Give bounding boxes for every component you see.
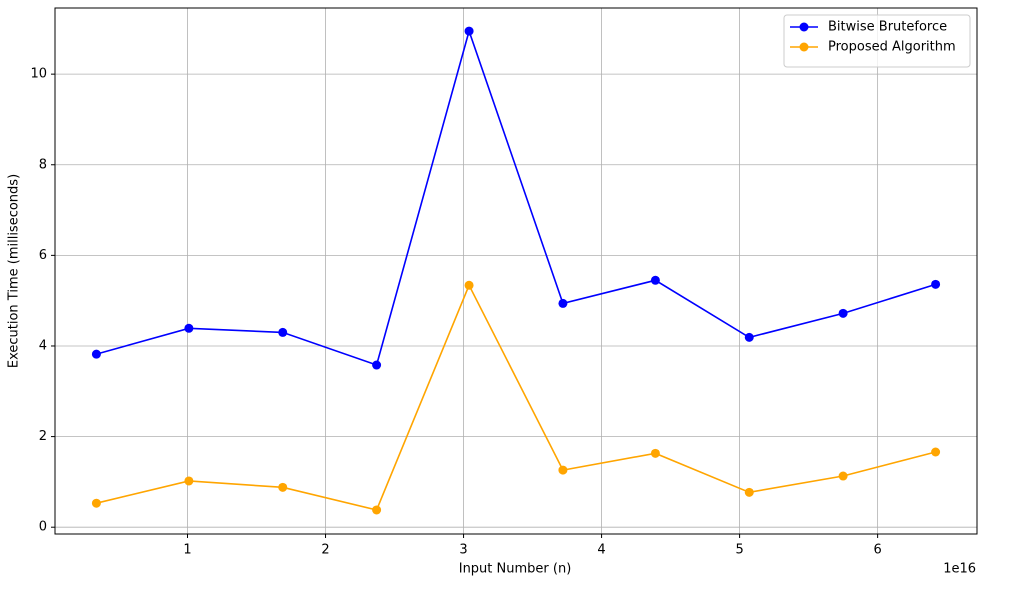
y-tick-label: 10	[30, 67, 47, 82]
data-point	[184, 476, 194, 486]
data-point	[91, 498, 101, 508]
legend-label: Proposed Algorithm	[828, 40, 956, 55]
x-offset-label: 1e16	[943, 562, 976, 577]
y-tick-label: 2	[39, 429, 47, 444]
x-axis-label: Input Number (n)	[459, 562, 572, 577]
plot-frame	[54, 7, 978, 535]
series-line	[96, 283, 936, 511]
data-point	[464, 26, 474, 36]
x-tick-label: 1	[183, 543, 191, 558]
legend-marker	[799, 42, 809, 52]
data-point	[838, 471, 848, 481]
y-tick-label: 6	[39, 248, 47, 263]
data-point	[744, 332, 754, 342]
x-tick-label: 5	[735, 543, 743, 558]
y-tick-label: 4	[39, 338, 47, 353]
legend-label: Bitwise Bruteforce	[828, 20, 947, 35]
legend-box	[783, 14, 971, 68]
data-point	[558, 465, 568, 475]
y-tick-label: 8	[39, 157, 47, 172]
data-point	[650, 275, 660, 285]
series-line	[96, 28, 936, 367]
data-point	[931, 447, 941, 457]
y-axis-label: Execution Time (milliseconds)	[7, 174, 22, 368]
x-tick-label: 4	[597, 543, 605, 558]
data-point	[278, 482, 288, 492]
data-point	[838, 308, 848, 318]
x-tick-label: 3	[459, 543, 467, 558]
data-point	[650, 448, 660, 458]
data-point	[372, 505, 382, 515]
legend-marker	[799, 22, 809, 32]
x-tick-label: 2	[321, 543, 329, 558]
data-point	[464, 280, 474, 290]
data-point	[91, 349, 101, 359]
data-point	[372, 360, 382, 370]
data-point	[558, 298, 568, 308]
data-point	[744, 487, 754, 497]
data-point	[184, 323, 194, 333]
x-tick-label: 6	[873, 543, 881, 558]
data-point	[931, 279, 941, 289]
data-point	[278, 327, 288, 337]
y-tick-label: 0	[39, 520, 47, 535]
